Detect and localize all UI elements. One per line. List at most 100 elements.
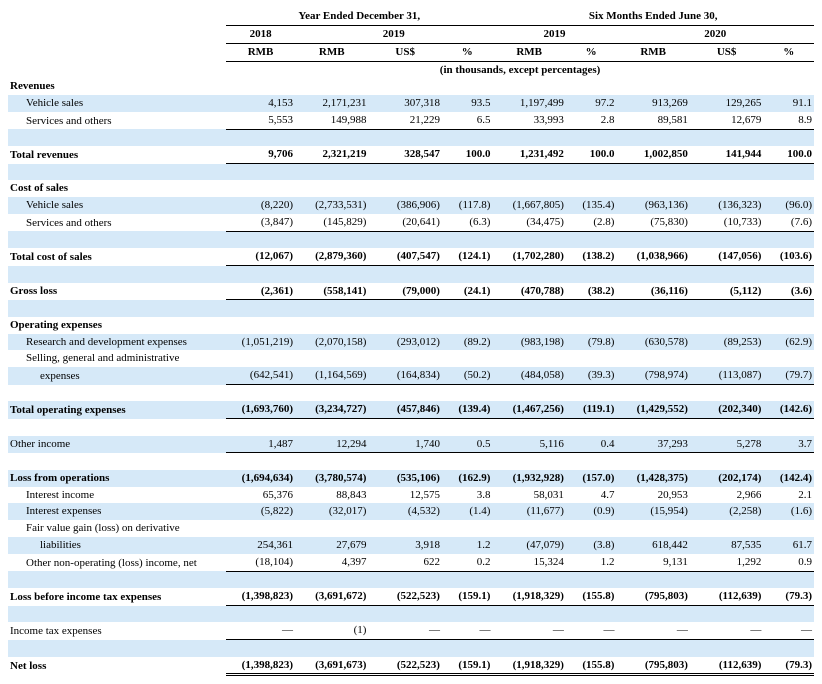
cell: [566, 606, 617, 623]
cell: [295, 231, 368, 248]
cell: 15,324: [492, 554, 565, 571]
cell: 1,231,492: [492, 146, 565, 163]
hdr-rmb-1: RMB: [226, 43, 295, 61]
cell: (3,691,672): [295, 588, 368, 605]
cell: [690, 266, 763, 283]
row-label: Revenues: [8, 78, 226, 95]
row-label: Interest income: [8, 487, 226, 504]
cell: (202,340): [690, 401, 763, 418]
cell: (1,398,823): [226, 657, 295, 675]
cell: [492, 385, 565, 402]
table-row: Vehicle sales(8,220)(2,733,531)(386,906)…: [8, 197, 814, 214]
cell: [566, 231, 617, 248]
cell: 2.1: [763, 487, 814, 504]
cell: (18,104): [226, 554, 295, 571]
cell: (1): [295, 622, 368, 639]
cell: [442, 180, 493, 197]
cell: (96.0): [763, 197, 814, 214]
row-label: [8, 164, 226, 181]
table-row: expenses(642,541)(1,164,569)(164,834)(50…: [8, 367, 814, 384]
cell: [616, 78, 689, 95]
hdr-pct-1: %: [442, 43, 493, 61]
table-row: [8, 606, 814, 623]
cell: [442, 640, 493, 657]
cell: [368, 385, 441, 402]
cell: [566, 419, 617, 436]
table-row: [8, 129, 814, 146]
cell: (24.1): [442, 283, 493, 300]
cell: [763, 385, 814, 402]
row-label: [8, 129, 226, 146]
cell: [442, 300, 493, 317]
cell: [616, 164, 689, 181]
hdr-2019b: 2019: [492, 25, 616, 43]
cell: 1,292: [690, 554, 763, 571]
cell: [492, 266, 565, 283]
cell: (2,361): [226, 283, 295, 300]
cell: (457,846): [368, 401, 441, 418]
cell: —: [566, 622, 617, 639]
hdr-pct-2: %: [566, 43, 617, 61]
cell: [690, 640, 763, 657]
cell: (145,829): [295, 214, 368, 231]
row-label: liabilities: [8, 537, 226, 554]
cell: (293,012): [368, 334, 441, 351]
cell: 0.5: [442, 436, 493, 453]
cell: [226, 571, 295, 588]
cell: (119.1): [566, 401, 617, 418]
cell: 20,953: [616, 487, 689, 504]
cell: 9,131: [616, 554, 689, 571]
row-label: Other income: [8, 436, 226, 453]
cell: [295, 180, 368, 197]
cell: [566, 317, 617, 334]
row-label: Operating expenses: [8, 317, 226, 334]
cell: (522,523): [368, 588, 441, 605]
table-row: Total revenues9,7062,321,219328,547100.0…: [8, 146, 814, 163]
cell: (522,523): [368, 657, 441, 675]
cell: [690, 129, 763, 146]
table-row: Loss from operations(1,694,634)(3,780,57…: [8, 470, 814, 487]
cell: (136,323): [690, 197, 763, 214]
cell: (1.6): [763, 503, 814, 520]
cell: [368, 317, 441, 334]
cell: (36,116): [616, 283, 689, 300]
cell: (75,830): [616, 214, 689, 231]
hdr-usd-1: US$: [368, 43, 441, 61]
cell: (79.8): [566, 334, 617, 351]
cell: 4,397: [295, 554, 368, 571]
cell: (8,220): [226, 197, 295, 214]
cell: 12,679: [690, 112, 763, 129]
table-row: liabilities254,36127,6793,9181.2(47,079)…: [8, 537, 814, 554]
cell: 141,944: [690, 146, 763, 163]
cell: [616, 266, 689, 283]
cell: [442, 231, 493, 248]
row-label: [8, 640, 226, 657]
cell: [295, 606, 368, 623]
cell: (32,017): [295, 503, 368, 520]
cell: [295, 266, 368, 283]
cell: [295, 640, 368, 657]
cell: [226, 78, 295, 95]
cell: [368, 300, 441, 317]
table-row: Cost of sales: [8, 180, 814, 197]
row-label: Total cost of sales: [8, 248, 226, 265]
cell: 5,116: [492, 436, 565, 453]
table-row: Fair value gain (loss) on derivative: [8, 520, 814, 537]
cell: [690, 78, 763, 95]
cell: (11,677): [492, 503, 565, 520]
cell: [226, 606, 295, 623]
cell: [763, 453, 814, 470]
cell: (795,803): [616, 588, 689, 605]
table-row: [8, 571, 814, 588]
cell: [616, 453, 689, 470]
cell: (39.3): [566, 367, 617, 384]
cell: [295, 317, 368, 334]
cell: (113,087): [690, 367, 763, 384]
cell: [763, 520, 814, 537]
cell: 3,918: [368, 537, 441, 554]
cell: 9,706: [226, 146, 295, 163]
cell: [690, 317, 763, 334]
cell: [368, 453, 441, 470]
cell: [763, 300, 814, 317]
cell: [690, 300, 763, 317]
